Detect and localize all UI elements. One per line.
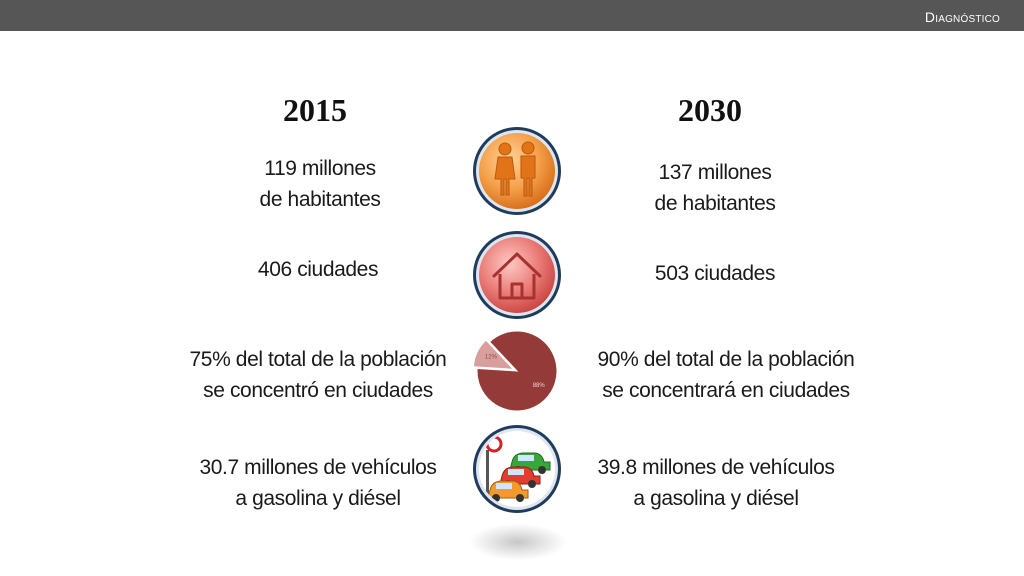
left-population-line2: de habitantes	[259, 188, 381, 211]
left-cities-text: 406 ciudades	[257, 258, 379, 281]
left-population: 119 millones de habitantes	[220, 153, 420, 215]
people-icon	[472, 126, 562, 216]
left-urban-share-line2: se concentró en ciudades	[203, 379, 433, 402]
right-urban-share: 90% del total de la población se concent…	[576, 344, 876, 406]
left-vehicles-line2: a gasolina y diésel	[235, 487, 401, 510]
right-population: 137 millones de habitantes	[615, 157, 815, 219]
right-population-line1: 137 millones	[658, 161, 772, 184]
left-urban-share-line1: 75% del total de la población	[189, 348, 447, 371]
right-urban-share-line2: se concentrará en ciudades	[602, 379, 850, 402]
right-population-line2: de habitantes	[654, 192, 776, 215]
year-2015: 2015	[283, 92, 347, 128]
icon-shadow	[470, 524, 566, 560]
pie-label-2: 12%	[485, 355, 498, 361]
left-vehicles: 30.7 millones de vehículos a gasolina y …	[168, 452, 468, 514]
house-icon	[472, 230, 562, 320]
pie-slice-2	[472, 339, 515, 370]
right-cities-text: 503 ciudades	[654, 262, 776, 285]
right-cities: 503 ciudades	[615, 258, 815, 289]
header-bar: Diagnóstico	[0, 0, 1024, 31]
right-vehicles-line1: 39.8 millones de vehículos	[597, 456, 835, 479]
pie-chart: 88% 12%	[472, 326, 562, 414]
header-title: Diagnóstico	[924, 9, 1000, 25]
pie-chart-svg: 88% 12%	[472, 330, 558, 412]
left-population-line1: 119 millones	[264, 157, 376, 180]
left-cities: 406 ciudades	[218, 254, 418, 285]
left-urban-share: 75% del total de la población se concent…	[168, 344, 468, 406]
right-vehicles: 39.8 millones de vehículos a gasolina y …	[566, 452, 866, 514]
pie-slice-1	[476, 330, 558, 412]
pie-label-1: 88%	[533, 383, 546, 389]
right-urban-share-line1: 90% del total de la población	[597, 348, 855, 371]
year-2030: 2030	[678, 92, 742, 128]
right-vehicles-line2: a gasolina y diésel	[633, 487, 799, 510]
left-vehicles-line1: 30.7 millones de vehículos	[199, 456, 437, 479]
traffic-cars-icon	[472, 424, 562, 514]
